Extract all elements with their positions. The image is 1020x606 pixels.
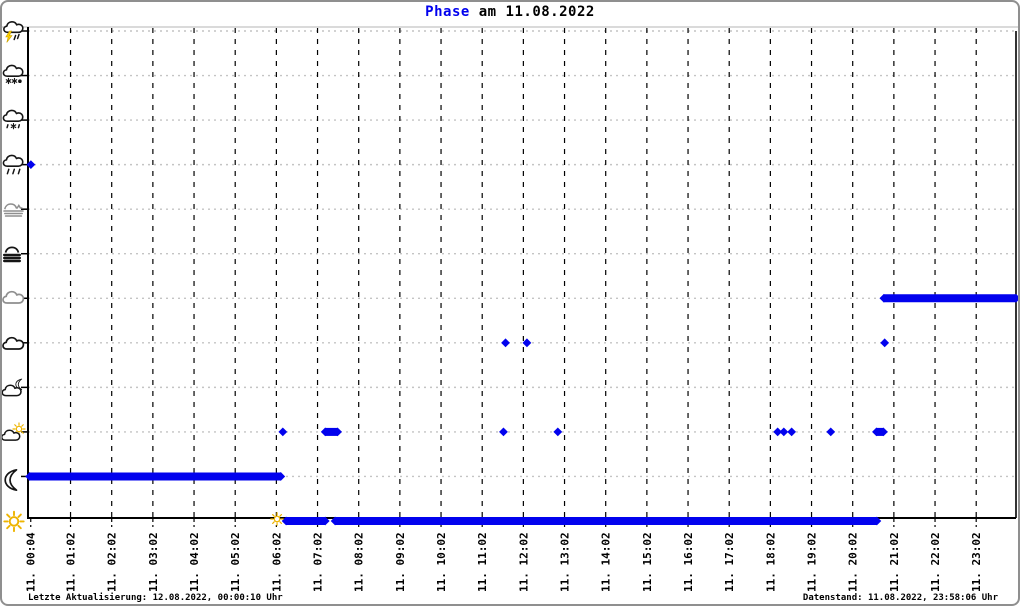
svg-text:11. 07:02: 11. 07:02 [312,532,325,592]
moon-icon [4,468,18,492]
data-series [25,160,1020,526]
mist-icon [3,203,24,217]
svg-text:11. 21:02: 11. 21:02 [888,532,901,592]
svg-text:11. 10:02: 11. 10:02 [435,532,448,592]
svg-text:11. 00:04: 11. 00:04 [25,532,38,592]
svg-text:11. 14:02: 11. 14:02 [600,532,613,592]
series-overcast [879,293,1020,303]
chart-title-date: am 11.08.2022 [469,4,595,20]
series-sun-cloud [278,427,888,437]
svg-text:11. 02:02: 11. 02:02 [106,532,119,592]
sun-icon [3,510,25,533]
svg-text:11. 03:02: 11. 03:02 [147,532,160,592]
horizontal-gridlines [28,30,1016,478]
svg-text:11. 04:02: 11. 04:02 [188,532,201,592]
svg-text:11. 19:02: 11. 19:02 [806,532,819,592]
rain-icon [2,154,24,175]
chart-title-highlight: Phase [425,4,470,20]
sleet-icon [2,64,24,85]
svg-text:11. 15:02: 11. 15:02 [641,532,654,592]
series-cloudy [501,338,890,348]
chart-title: Phase am 11.08.2022 [0,4,1020,20]
svg-text:11. 13:02: 11. 13:02 [559,532,572,592]
series-rain [26,160,36,170]
svg-text:11. 11:02: 11. 11:02 [476,532,489,592]
svg-text:11. 17:02: 11. 17:02 [723,532,736,592]
svg-text:11. 08:02: 11. 08:02 [353,532,366,592]
thunderstorm-icon [3,21,24,43]
moon-cloud-icon [1,378,23,397]
series-moon [25,472,286,481]
vertical-gridlines [69,28,977,518]
svg-text:11. 22:02: 11. 22:02 [929,532,942,592]
svg-text:11. 18:02: 11. 18:02 [764,532,777,592]
snow-icon [2,109,24,130]
sun-cloud-icon [1,422,26,441]
svg-text:11. 05:02: 11. 05:02 [229,532,242,592]
cloudy-cloud-icon [2,336,25,350]
svg-text:11. 20:02: 11. 20:02 [847,532,860,592]
last-update-text: Letzte Aktualisierung: 12.08.2022, 00:00… [28,593,283,603]
svg-text:11. 16:02: 11. 16:02 [682,532,695,592]
svg-text:11. 06:02: 11. 06:02 [270,532,283,592]
data-timestamp-text: Datenstand: 11.08.2022, 23:58:06 Uhr [802,593,998,603]
sun-moon-markers [270,512,284,526]
svg-text:11. 09:02: 11. 09:02 [394,532,407,592]
sunrise-sun-icon [270,512,284,526]
fog-icon [3,246,21,263]
svg-text:11. 01:02: 11. 01:02 [65,532,78,592]
axes [21,27,1017,527]
svg-text:11. 12:02: 11. 12:02 [517,532,530,592]
svg-text:11. 23:02: 11. 23:02 [970,532,983,592]
series-sun [281,516,882,526]
x-axis-labels: 11. 00:04 11. 01:02 11. 02:02 11. 03:02 11. … [25,532,983,592]
overcast-cloud-icon [2,290,25,304]
